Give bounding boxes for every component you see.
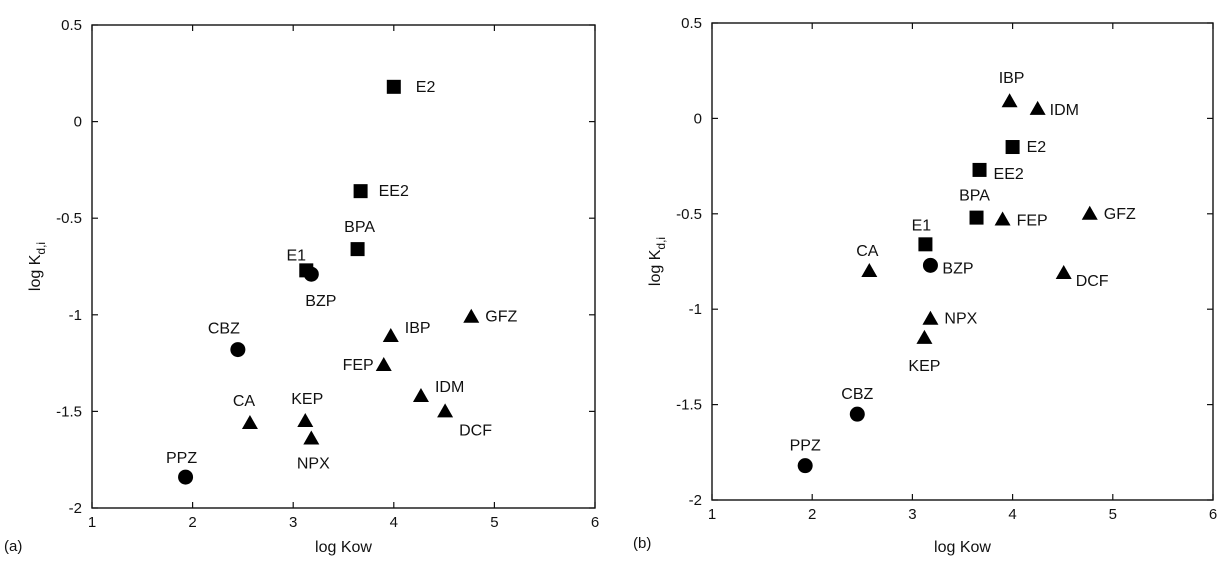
panel-b-y-tick-label: -0.5	[676, 206, 702, 223]
panel-a-y-tick-label: 0	[74, 114, 82, 131]
panel-b-point-ca-label: CA	[856, 243, 879, 260]
panel-b-point-ee2-label: EE2	[994, 166, 1024, 183]
panel-b-point-npx-triangle-marker	[922, 310, 939, 325]
panel-b-point-e1-label: E1	[912, 217, 932, 234]
panel-a-y-tick-label: -0.5	[56, 210, 82, 227]
panel-b-point-npx-label: NPX	[944, 311, 977, 328]
panel-a-tag: (a)	[4, 538, 22, 555]
panel-a-y-axis-title-main: log K	[27, 254, 44, 291]
panel-a-point-dcf-triangle-marker	[437, 403, 454, 418]
panel-b-point-ppz-label: PPZ	[790, 438, 821, 455]
panel-a-x-tick-label: 5	[490, 514, 498, 531]
panel-b-x-tick-label: 6	[1209, 506, 1217, 523]
panel-a-x-axis-title: log Kow	[315, 539, 372, 556]
panel-b-point-bzp-circle-marker	[922, 257, 938, 273]
panel-b-point-bpa-square-marker	[969, 210, 984, 225]
panel-b-x-tick-label: 3	[908, 506, 916, 523]
panel-a-y-axis-title-subscript: d,i	[34, 242, 48, 255]
panel-b-plot-frame	[711, 22, 1214, 501]
panel-a-x-tick-label: 1	[88, 514, 96, 531]
panel-a-point-bzp-label: BZP	[305, 293, 336, 310]
panel-a-point-idm-triangle-marker	[412, 387, 429, 402]
panel-a-point-bpa-label: BPA	[344, 219, 375, 236]
panel-b-point-bzp-label: BZP	[942, 260, 973, 277]
panel-a-plot-frame	[91, 24, 596, 509]
panel-b-tag: (b)	[633, 535, 651, 552]
panel-a-point-ibp-triangle-marker	[382, 328, 399, 343]
panel-a-x-tick-label: 3	[289, 514, 297, 531]
panel-a-point-bzp-circle-marker	[303, 266, 319, 282]
panel-a-point-e1-label: E1	[286, 247, 306, 264]
panel-b-point-fep-label: FEP	[1017, 213, 1048, 230]
panel-a-point-kep-label: KEP	[291, 391, 323, 408]
panel-b-point-e2-square-marker	[1005, 140, 1020, 155]
panel-b-point-dcf-triangle-marker	[1055, 264, 1072, 279]
panel-b-point-idm-triangle-marker	[1029, 100, 1046, 115]
panel-b-point-idm-label: IDM	[1050, 102, 1079, 119]
panel-a-point-cbz-label: CBZ	[208, 321, 240, 338]
panel-a-point-cbz-circle-marker	[230, 342, 246, 358]
panel-b-point-cbz-label: CBZ	[841, 386, 873, 403]
panel-b-y-tick-label: -1	[689, 301, 702, 318]
panel-b-y-axis-title-main: log K	[647, 249, 664, 286]
panel-b-x-tick-label: 4	[1008, 506, 1016, 523]
panel-b-point-dcf-label: DCF	[1076, 273, 1109, 290]
panel-b-y-tick-label: 0	[694, 110, 702, 127]
panel-a-y-tick-label: 0.5	[61, 17, 82, 34]
panel-a-point-gfz-triangle-marker	[463, 308, 480, 323]
panel-b-point-ibp-label: IBP	[999, 70, 1025, 87]
panel-b-point-cbz-circle-marker	[849, 406, 865, 422]
panel-b-y-tick-label: -1.5	[676, 397, 702, 414]
panel-b-x-tick-label: 5	[1109, 506, 1117, 523]
panel-b-point-ee2-square-marker	[972, 162, 987, 177]
panel-a-point-e2-square-marker	[386, 79, 401, 94]
panel-a-x-tick-label: 2	[188, 514, 196, 531]
panel-b-y-axis-title: log Kd,i	[647, 237, 668, 286]
panel-a-point-npx-label: NPX	[297, 455, 330, 472]
panel-a-point-gfz-label: GFZ	[485, 309, 517, 326]
panel-a-point-bpa-square-marker	[350, 242, 365, 257]
panel-b-point-bpa-label: BPA	[959, 188, 990, 205]
panel-a-point-ca-label: CA	[233, 393, 256, 410]
panel-a-y-tick-label: -1	[69, 307, 82, 324]
panel-a-point-ca-triangle-marker	[241, 414, 258, 429]
panel-b-point-ppz-circle-marker	[797, 458, 813, 474]
panel-b-point-gfz-triangle-marker	[1081, 205, 1098, 220]
panel-a-point-dcf-label: DCF	[459, 422, 492, 439]
panel-a-point-fep-label: FEP	[343, 357, 374, 374]
panel-a-x-tick-label: 6	[591, 514, 599, 531]
panel-a-x-tick-label: 4	[390, 514, 398, 531]
panel-a-point-idm-label: IDM	[435, 379, 464, 396]
panel-a-y-axis-title: log Kd,i	[27, 242, 48, 291]
panel-a-point-ibp-label: IBP	[405, 320, 431, 337]
panel-a-point-ppz-circle-marker	[178, 469, 194, 485]
panel-b-point-kep-label: KEP	[908, 358, 940, 375]
panel-a-y-tick-label: -1.5	[56, 403, 82, 420]
panel-a-point-kep-triangle-marker	[297, 413, 314, 428]
panel-a-point-e2-label: E2	[416, 79, 436, 96]
panel-b-x-tick-label: 2	[808, 506, 816, 523]
panel-b-point-kep-triangle-marker	[916, 329, 933, 344]
panel-b-y-tick-label: -2	[689, 492, 702, 509]
panel-b-x-tick-label: 1	[708, 506, 716, 523]
panel-a-point-ee2-square-marker	[353, 184, 368, 199]
panel-a-y-tick-label: -2	[69, 500, 82, 517]
panel-b-y-tick-label: 0.5	[681, 15, 702, 32]
panel-b-point-ibp-triangle-marker	[1001, 93, 1018, 108]
panel-b-point-ca-triangle-marker	[861, 263, 878, 278]
panel-a-point-ppz-label: PPZ	[166, 450, 197, 467]
panel-b-point-e1-square-marker	[918, 237, 933, 252]
panel-a-point-ee2-label: EE2	[379, 183, 409, 200]
panel-a-point-npx-triangle-marker	[303, 430, 320, 445]
panel-b-point-gfz-label: GFZ	[1104, 206, 1136, 223]
panel-b-point-e2-label: E2	[1027, 139, 1047, 156]
panel-b-x-axis-title: log Kow	[934, 539, 991, 556]
panel-a-point-fep-triangle-marker	[375, 357, 392, 372]
panel-b-y-axis-title-subscript: d,i	[654, 237, 668, 250]
panel-b-point-fep-triangle-marker	[994, 211, 1011, 226]
